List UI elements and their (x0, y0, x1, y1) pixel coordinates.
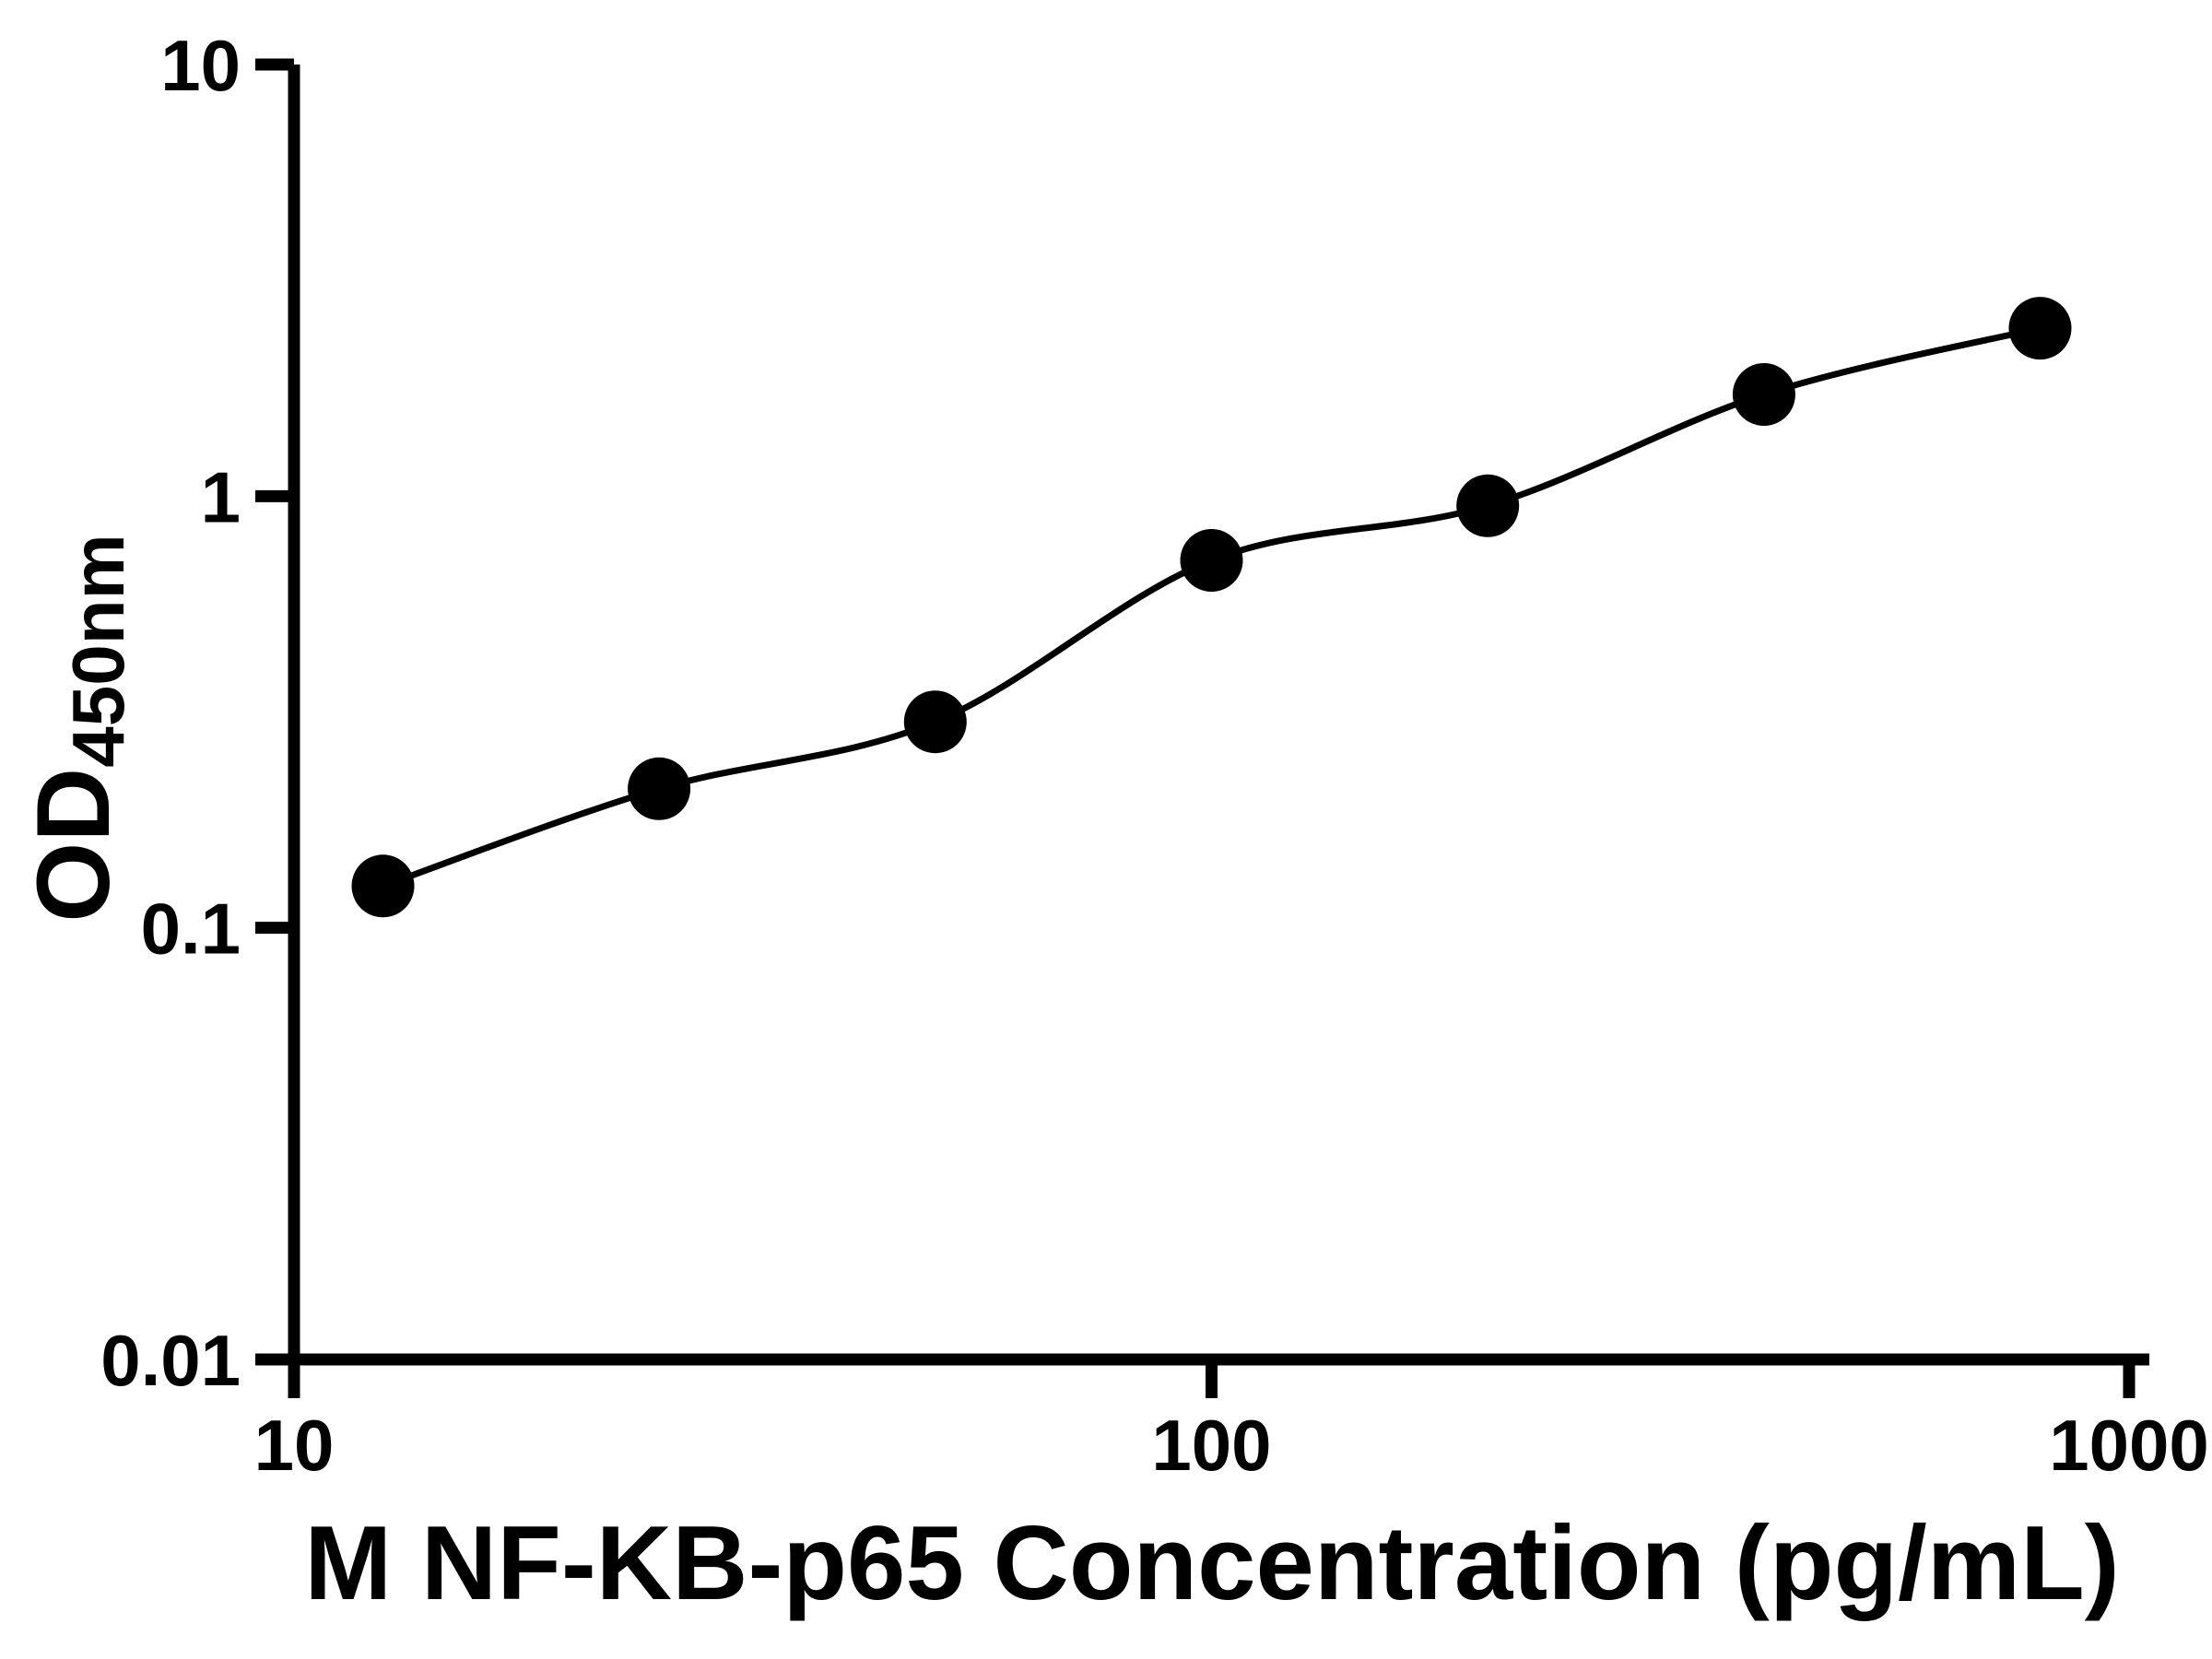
data-point (1456, 474, 1520, 537)
y-axis-label-main: OD (16, 768, 131, 923)
x-axis-tick-label: 1000 (2049, 1405, 2209, 1486)
data-point (2008, 297, 2072, 360)
data-point (628, 757, 691, 820)
x-axis-tick-label: 10 (254, 1405, 335, 1486)
data-series (351, 297, 2072, 918)
data-point (1180, 529, 1243, 592)
y-axis-tick-label: 0.1 (141, 888, 241, 970)
x-axis-label: M NF-KB-p65 Concentration (pg/mL) (304, 1505, 2120, 1622)
x-axis-tick-label: 100 (1151, 1405, 1271, 1486)
y-axis-tick-label: 10 (160, 25, 241, 106)
axes: 10 100 1000 0.01 0.1 1 10 (100, 25, 2209, 1486)
y-axis-tick-label: 0.01 (100, 1320, 241, 1401)
y-axis-label: OD450nm (16, 534, 139, 922)
data-point (1732, 363, 1795, 426)
data-point (903, 690, 967, 754)
data-point (351, 854, 415, 918)
y-axis-tick-label: 1 (201, 456, 241, 537)
y-axis-label-subscript: 450nm (57, 534, 139, 767)
